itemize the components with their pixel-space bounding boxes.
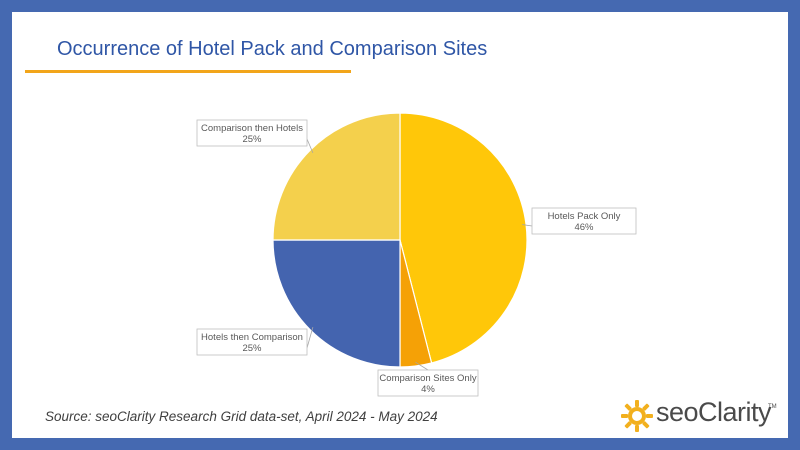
leader-line-hotels-pack-only [522,224,533,227]
data-label-box-hotels-pack-only [531,207,637,235]
source-note: Source: seoClarity Research Grid data-se… [45,409,438,424]
data-label-name-hotels-then-comparison: Hotels then Comparison [201,332,303,343]
logo-trademark: TM [768,404,777,410]
leader-line-comparison-then-hotels [306,138,314,154]
data-label-value-comparison-then-hotels: 25% [242,134,262,145]
data-label-value-hotels-pack-only: 46% [574,222,594,233]
data-label-box-comparison-sites-only [377,369,479,397]
data-label-value-comparison-sites-only: 4% [421,384,435,395]
pie-slice-hotels-then-comparison [272,239,401,368]
sun-gear-icon [621,400,653,432]
title-underline [25,70,351,73]
page-title: Occurrence of Hotel Pack and Comparison … [57,38,488,60]
leader-line-hotels-then-comparison [306,326,314,349]
pie-slice-hotels-pack-only [399,112,528,364]
data-label-name-hotels-pack-only: Hotels Pack Only [548,211,621,222]
data-label-value-hotels-then-comparison: 25% [242,343,262,354]
data-label-box-comparison-then-hotels [196,119,308,147]
pie-slice-comparison-then-hotels [272,112,401,241]
slide: Occurrence of Hotel Pack and Comparison … [12,12,788,438]
leader-line-comparison-sites-only [415,361,429,371]
data-label-name-comparison-then-hotels: Comparison then Hotels [201,123,303,134]
logo-wordmark: seoClarity [656,397,772,427]
seoclarity-logo: seoClarity TM [620,397,780,434]
data-label-box-hotels-then-comparison [196,328,308,356]
data-label-name-comparison-sites-only: Comparison Sites Only [379,373,476,384]
